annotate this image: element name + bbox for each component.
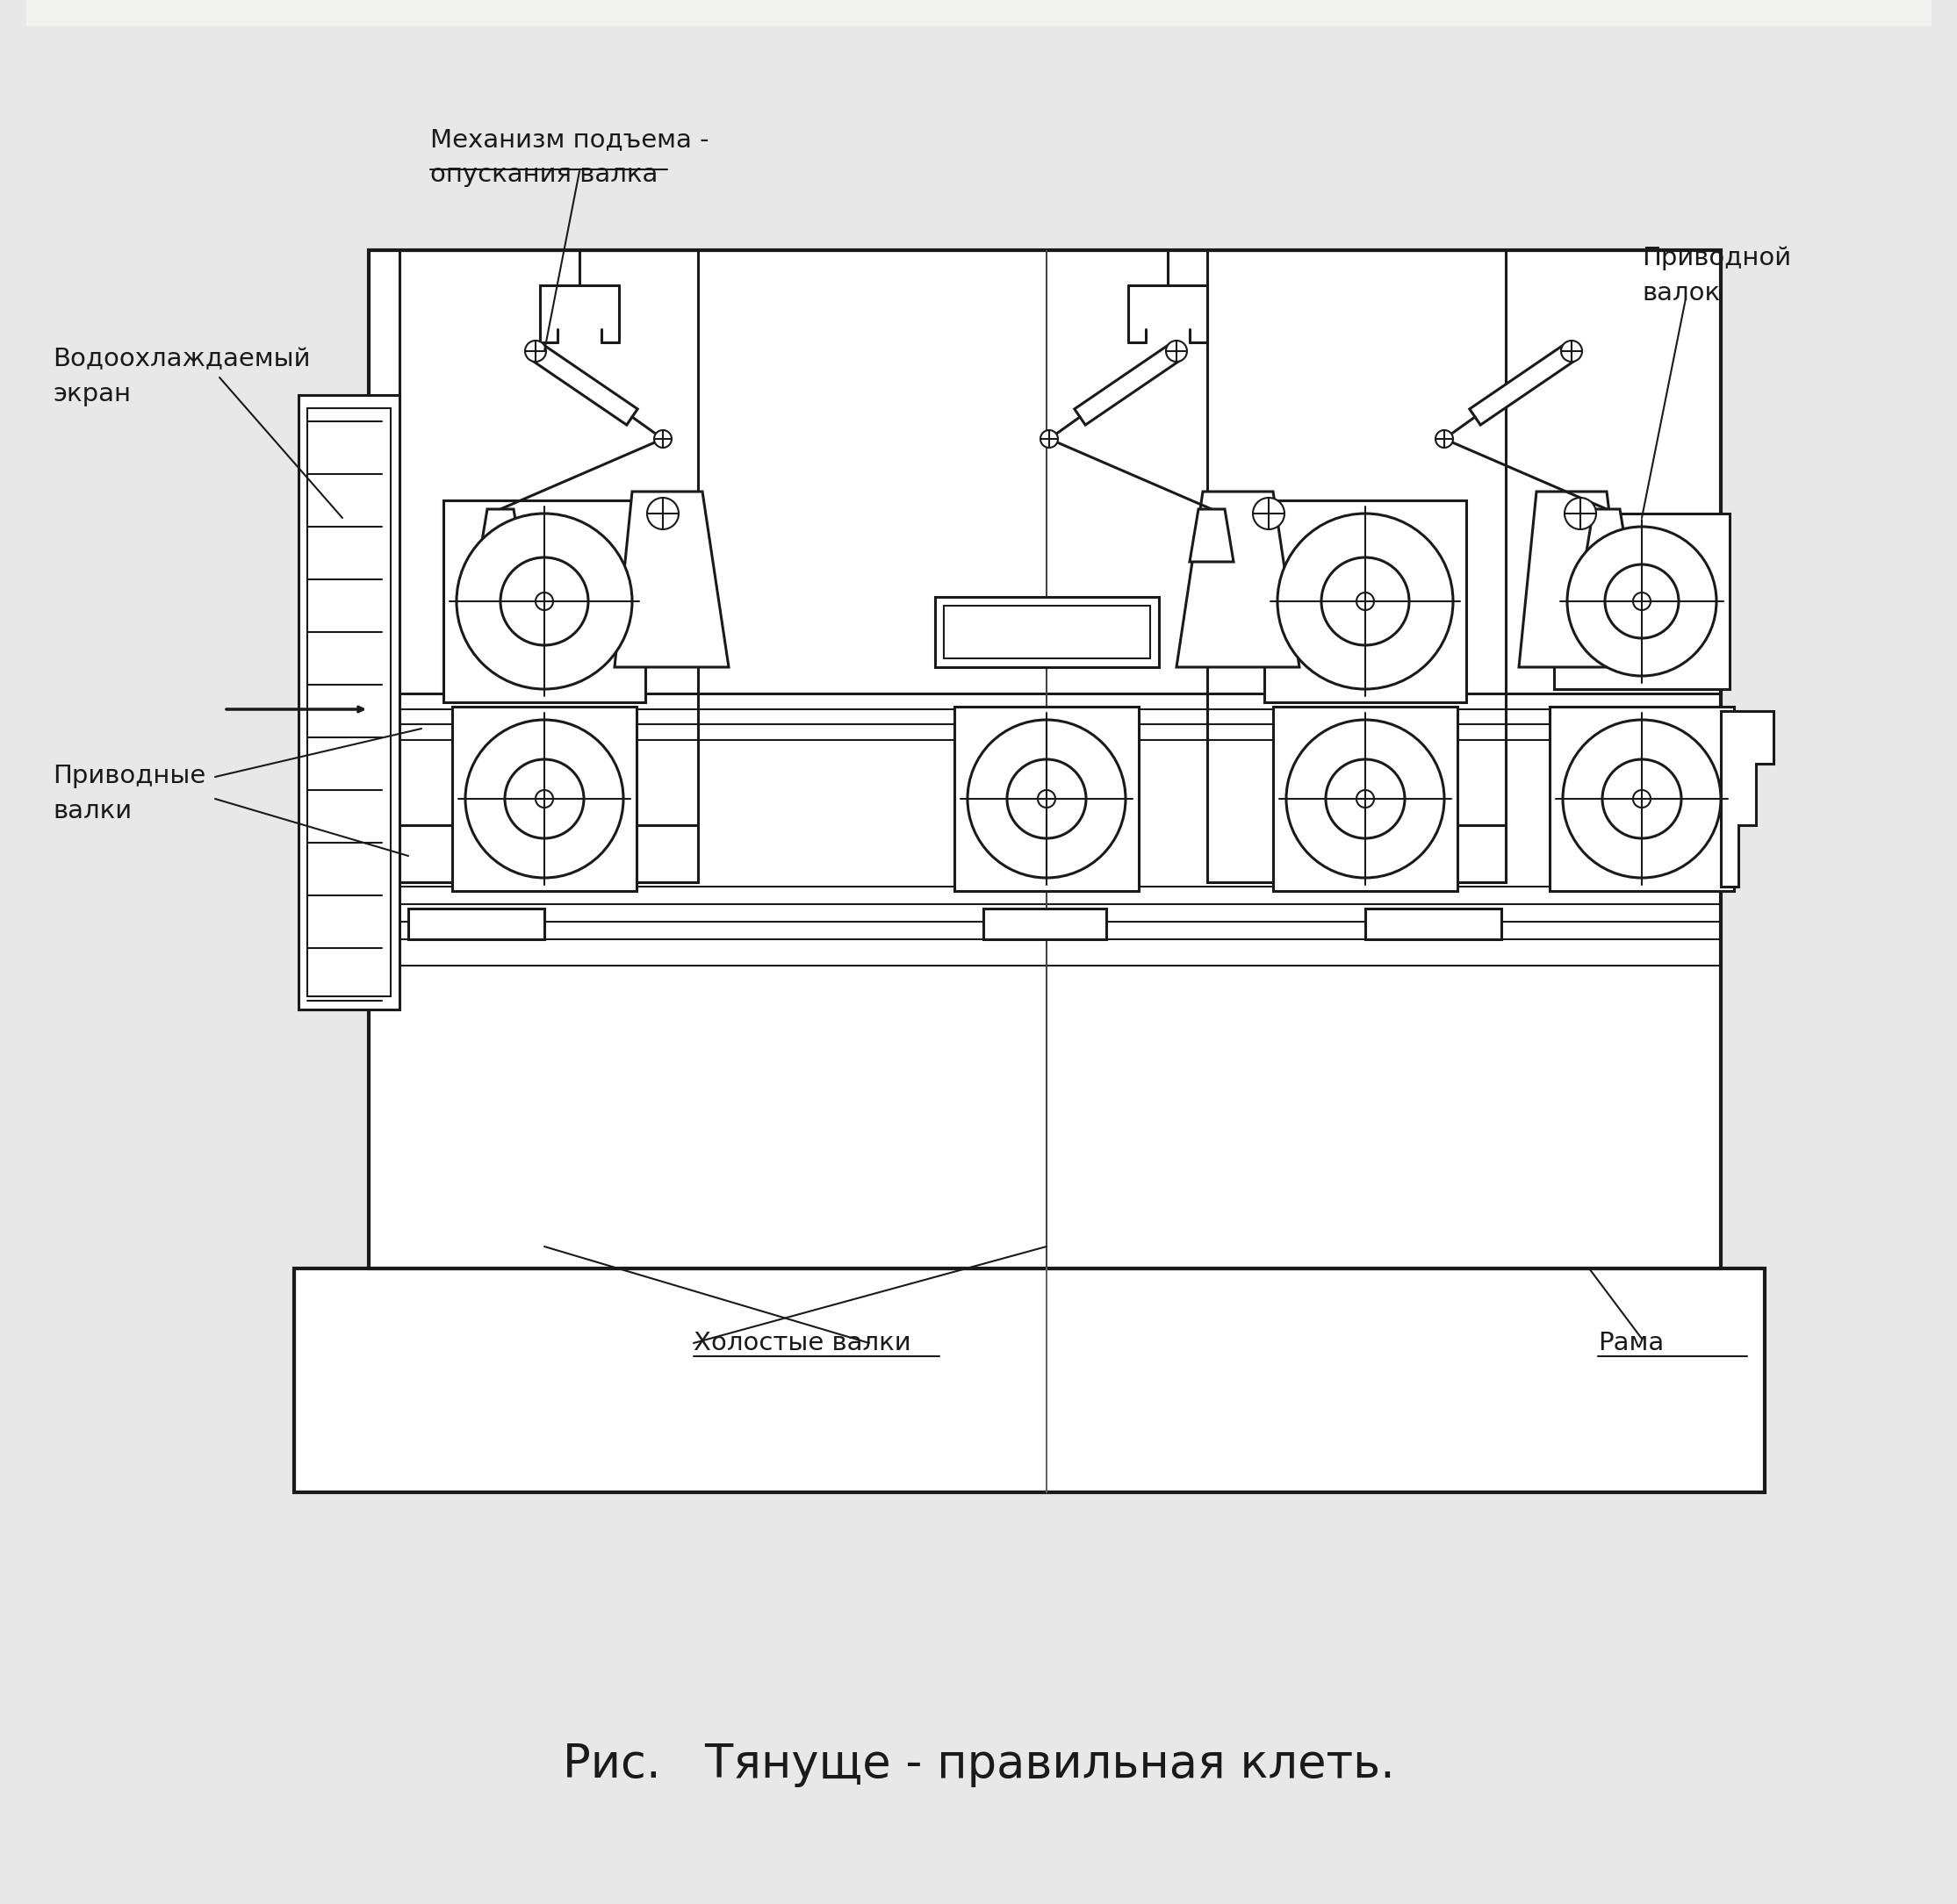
Circle shape (654, 430, 671, 447)
Polygon shape (1720, 710, 1773, 887)
Text: экран: экран (53, 383, 131, 406)
Text: валки: валки (53, 800, 131, 823)
Circle shape (1166, 341, 1188, 362)
Circle shape (501, 558, 589, 645)
Polygon shape (1190, 508, 1233, 562)
Bar (1366, 908, 1501, 939)
Polygon shape (1470, 343, 1577, 425)
Bar (307, 407, 391, 996)
Text: валок: валок (1642, 282, 1720, 305)
Circle shape (1603, 760, 1681, 838)
Text: Рис.   Тянуще - правильная клеть.: Рис. Тянуще - правильная клеть. (562, 1742, 1395, 1788)
Bar (935, 598, 1159, 666)
Text: Приводные: Приводные (53, 764, 205, 788)
Bar (943, 605, 1151, 659)
Circle shape (524, 341, 546, 362)
Bar (368, 249, 1720, 1268)
Circle shape (536, 790, 554, 807)
Circle shape (1632, 790, 1650, 807)
Circle shape (1278, 514, 1452, 689)
Circle shape (1037, 790, 1055, 807)
Polygon shape (1074, 343, 1182, 425)
Text: Водоохлаждаемый: Водоохлаждаемый (53, 347, 311, 371)
Circle shape (1632, 592, 1650, 609)
Circle shape (505, 760, 583, 838)
Text: опускания валка: опускания валка (431, 162, 658, 187)
Circle shape (1286, 720, 1444, 878)
Circle shape (466, 720, 624, 878)
Circle shape (1605, 564, 1679, 638)
Bar (399, 249, 699, 882)
Circle shape (1562, 341, 1581, 362)
Polygon shape (614, 491, 728, 666)
Bar (982, 908, 1106, 939)
Circle shape (1356, 592, 1374, 609)
Bar (1550, 706, 1734, 891)
Bar (1274, 706, 1458, 891)
Text: Механизм подъема -: Механизм подъема - (431, 128, 708, 152)
Circle shape (967, 720, 1125, 878)
Text: Приводной: Приводной (1642, 246, 1791, 270)
Polygon shape (1585, 508, 1628, 562)
Circle shape (648, 497, 679, 529)
Bar (409, 908, 544, 939)
Bar (1554, 514, 1730, 689)
Bar (399, 824, 699, 882)
Bar (444, 501, 646, 703)
Polygon shape (479, 508, 523, 562)
Circle shape (536, 592, 554, 609)
Bar (1264, 501, 1466, 703)
Circle shape (1321, 558, 1409, 645)
Bar (955, 706, 1139, 891)
Bar (299, 394, 399, 1009)
Text: Холостые валки: Холостые валки (693, 1331, 912, 1356)
Circle shape (1325, 760, 1405, 838)
Bar (1207, 249, 1505, 882)
Bar (975, 824, 1119, 882)
Circle shape (1356, 790, 1374, 807)
Circle shape (1252, 497, 1284, 529)
Polygon shape (1519, 491, 1628, 666)
Circle shape (456, 514, 632, 689)
Circle shape (1008, 760, 1086, 838)
Circle shape (1564, 720, 1720, 878)
Bar (294, 1268, 1765, 1493)
Polygon shape (1176, 491, 1299, 666)
Circle shape (1436, 430, 1452, 447)
Circle shape (1564, 497, 1597, 529)
Bar (452, 706, 636, 891)
Circle shape (1568, 527, 1716, 676)
Polygon shape (530, 343, 638, 425)
Bar (1360, 824, 1505, 882)
Circle shape (1041, 430, 1059, 447)
Text: Рама: Рама (1599, 1331, 1663, 1356)
